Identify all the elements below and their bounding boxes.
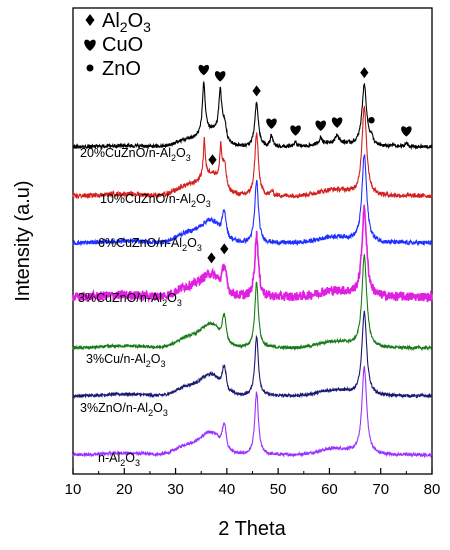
- series-layer: [72, 80, 433, 459]
- series-line: [72, 204, 433, 304]
- diamond-marker: [207, 252, 216, 264]
- series-line: [72, 365, 433, 459]
- legend-label: Al2O3: [102, 10, 151, 35]
- x-axis: 10 20 30 40 50 60 70 80: [65, 468, 441, 498]
- series-label: 3%ZnO/n-Al2O3: [80, 401, 168, 418]
- series-line: [72, 106, 433, 200]
- series-line: [72, 80, 433, 151]
- heart-marker: [401, 126, 412, 137]
- x-tick-label: 40: [219, 481, 236, 498]
- heart-marker: [331, 117, 343, 128]
- heart-marker: [214, 71, 226, 82]
- series-label: 10%CuZnO/n-Al2O3: [100, 192, 211, 209]
- x-tick-label: 50: [270, 481, 287, 498]
- series-label: 3%Cu/n-Al2O3: [86, 352, 166, 369]
- diamond-marker: [208, 154, 217, 166]
- series-line: [72, 154, 433, 247]
- circle-marker: [86, 64, 94, 72]
- circle-marker: [368, 116, 375, 124]
- diamond-marker: [360, 67, 369, 79]
- series-line: [72, 254, 433, 352]
- x-tick-label: 80: [424, 481, 441, 498]
- x-tick-label: 10: [65, 481, 82, 498]
- heart-marker: [290, 125, 301, 136]
- x-tick-label: 70: [372, 481, 389, 498]
- x-tick-label: 60: [321, 481, 338, 498]
- series-label: 20%CuZnO/n-Al2O3: [80, 146, 191, 163]
- series-label: 3%CuZnO/n-Al2O3: [78, 291, 182, 308]
- heart-marker: [84, 39, 96, 51]
- y-axis-title: Intensity (a.u): [12, 180, 34, 301]
- series-label: 6%CuZnO/n-Al2O3: [98, 236, 202, 253]
- diamond-marker: [220, 243, 229, 255]
- series-line: [72, 310, 433, 400]
- legend-label: ZnO: [102, 58, 141, 80]
- diamond-marker: [85, 14, 95, 26]
- diamond-marker: [252, 85, 261, 97]
- x-axis-title: 2 Theta: [218, 518, 286, 540]
- legend-label: CuO: [102, 34, 143, 56]
- heart-marker: [315, 120, 326, 131]
- x-tick-label: 30: [167, 481, 184, 498]
- series-label-layer: n-Al2O3 3%ZnO/n-Al2O3 3%Cu/n-Al2O3 3%CuZnO/…: [78, 146, 211, 468]
- heart-marker: [266, 118, 277, 129]
- heart-marker: [198, 64, 210, 76]
- series-label: n-Al2O3: [98, 451, 140, 468]
- annotation-layer: [198, 64, 412, 264]
- x-tick-label: 20: [116, 481, 133, 498]
